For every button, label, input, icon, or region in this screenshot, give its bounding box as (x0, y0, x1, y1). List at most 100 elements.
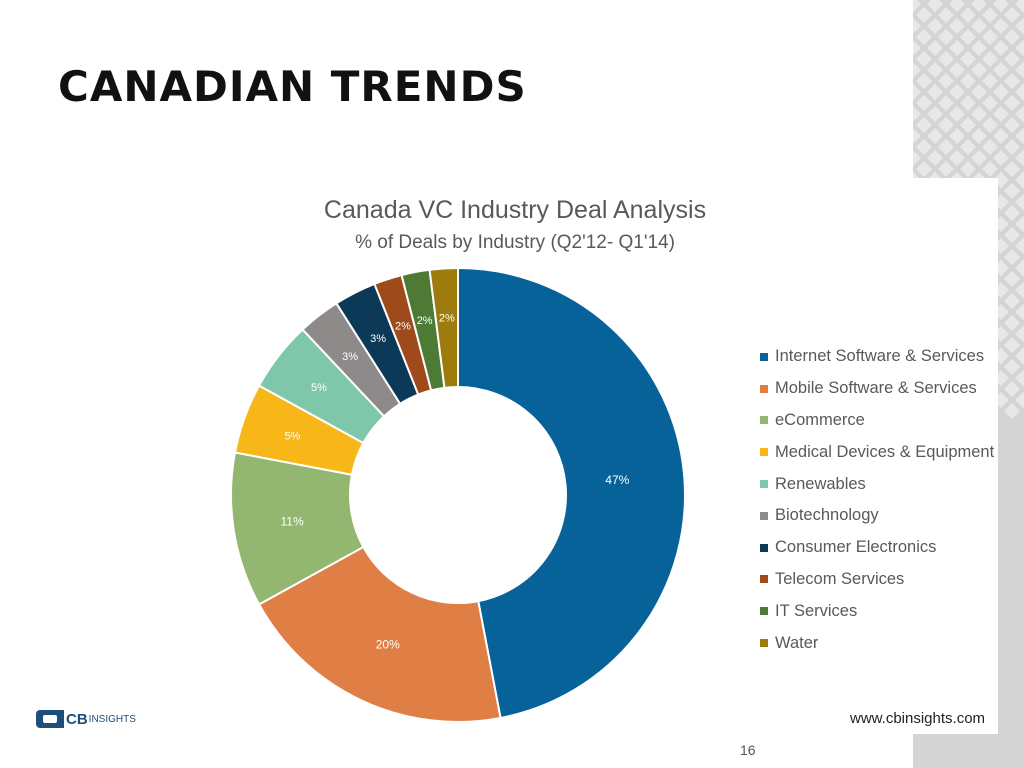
legend-item: eCommerce (760, 405, 995, 437)
pattern-diamond (913, 84, 921, 100)
legend-swatch (760, 607, 768, 616)
pattern-diamond (916, 73, 932, 89)
donut-slice-2 (257, 545, 502, 723)
pattern-diamond (960, 73, 976, 89)
cb-logo-icon (36, 710, 64, 728)
legend-item: Telecom Services (760, 564, 995, 596)
pattern-diamond (1004, 337, 1020, 353)
legend-swatch (760, 575, 768, 584)
pattern-diamond (1004, 381, 1020, 397)
pattern-diamond (982, 7, 998, 23)
pattern-diamond (971, 62, 987, 78)
legend-label: eCommerce (775, 410, 865, 429)
pattern-diamond (993, 128, 1009, 144)
pattern-diamond (1015, 348, 1024, 364)
page-number: 16 (740, 742, 756, 758)
pattern-diamond (1004, 29, 1020, 45)
pattern-diamond (1015, 216, 1024, 232)
pattern-diamond (971, 84, 987, 100)
pattern-diamond (960, 29, 976, 45)
legend-label: Renewables (775, 474, 866, 493)
pattern-diamond (916, 7, 932, 23)
pattern-diamond (1015, 150, 1024, 166)
legend-label: Biotechnology (775, 506, 879, 525)
legend-label: IT Services (775, 601, 858, 620)
pattern-diamond (993, 18, 1009, 34)
pattern-diamond (916, 29, 932, 45)
donut-data-label: 2% (417, 315, 433, 327)
pattern-diamond (1015, 370, 1024, 386)
pattern-diamond (993, 106, 1009, 122)
pattern-diamond (1004, 293, 1020, 309)
pattern-diamond (913, 0, 921, 12)
donut-data-label: 11% (280, 514, 303, 528)
legend-swatch (760, 639, 768, 648)
pattern-diamond (938, 117, 954, 133)
pattern-diamond (916, 117, 932, 133)
pattern-diamond (982, 29, 998, 45)
chart-subtitle: % of Deals by Industry (Q2'12- Q1'14) (355, 232, 675, 253)
pattern-diamond (938, 73, 954, 89)
pattern-diamond (1004, 161, 1020, 177)
pattern-diamond (927, 150, 943, 166)
pattern-diamond (927, 0, 943, 12)
pattern-diamond (1015, 172, 1024, 188)
pattern-diamond (927, 84, 943, 100)
legend-swatch (760, 448, 768, 457)
donut-data-label: 47% (605, 473, 629, 487)
pattern-diamond (1015, 326, 1024, 342)
legend-item: Mobile Software & Services (760, 373, 995, 405)
pattern-diamond (1004, 73, 1020, 89)
pattern-diamond (916, 95, 932, 111)
pattern-diamond (993, 62, 1009, 78)
pattern-diamond (1015, 282, 1024, 298)
donut-slice-10 (428, 266, 459, 389)
legend-item: Internet Software & Services (760, 341, 995, 373)
pattern-diamond (1015, 260, 1024, 276)
pattern-diamond (971, 40, 987, 56)
legend-swatch (760, 352, 768, 361)
pattern-diamond (960, 117, 976, 133)
legend-swatch (760, 416, 768, 425)
pattern-diamond (1004, 205, 1020, 221)
source-url: www.cbinsights.com (850, 710, 986, 727)
pattern-diamond (927, 106, 943, 122)
pattern-diamond (1004, 403, 1020, 419)
pattern-diamond (938, 161, 954, 177)
pattern-diamond (913, 128, 921, 144)
cb-insights-logo: CB INSIGHTS (36, 710, 136, 728)
pattern-diamond (1015, 106, 1024, 122)
pattern-diamond (1004, 51, 1020, 67)
legend-item: Medical Devices & Equipment (760, 436, 995, 468)
pattern-diamond (971, 0, 987, 12)
cb-logo-suffix: INSIGHTS (88, 713, 136, 725)
legend-swatch (760, 384, 768, 393)
pattern-diamond (916, 139, 932, 155)
pattern-diamond (960, 7, 976, 23)
pattern-diamond (1004, 183, 1020, 199)
pattern-diamond (1004, 95, 1020, 111)
legend-swatch (760, 511, 768, 520)
pattern-diamond (1015, 84, 1024, 100)
pattern-diamond (971, 106, 987, 122)
pattern-diamond (1015, 304, 1024, 320)
pattern-diamond (960, 95, 976, 111)
pattern-diamond (916, 51, 932, 67)
pattern-diamond (927, 18, 943, 34)
donut-data-label: 5% (311, 382, 327, 394)
pattern-diamond (949, 84, 965, 100)
chart-legend: Internet Software & Services Mobile Softw… (760, 341, 995, 659)
pattern-diamond (1015, 0, 1024, 12)
pattern-diamond (1004, 315, 1020, 331)
pattern-diamond (938, 29, 954, 45)
slide-title: CANADIAN TRENDS (58, 62, 527, 111)
pattern-diamond (938, 51, 954, 67)
legend-label: Mobile Software & Services (775, 379, 977, 398)
pattern-diamond (927, 40, 943, 56)
pattern-diamond (949, 62, 965, 78)
pattern-diamond (960, 139, 976, 155)
pattern-diamond (913, 62, 921, 78)
legend-item: Water (760, 627, 995, 659)
pattern-diamond (1004, 249, 1020, 265)
